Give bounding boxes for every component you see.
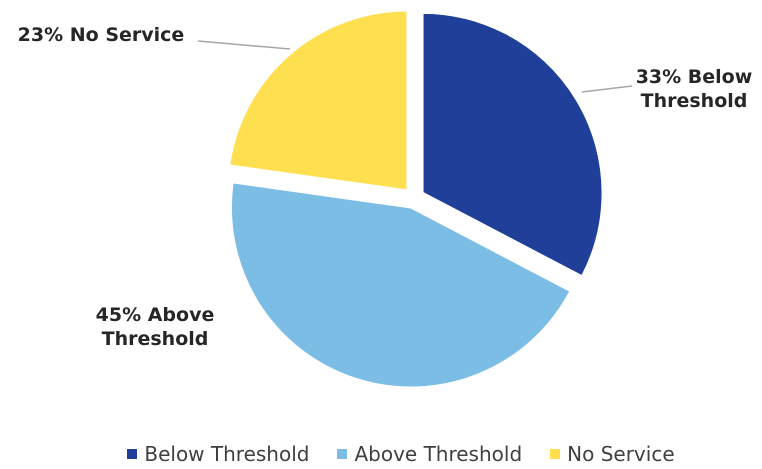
legend-swatch-no-service: [550, 449, 561, 459]
data-label-line: Threshold: [641, 90, 748, 112]
legend-swatch-below-threshold: [127, 449, 138, 459]
legend-item-below-threshold: Below Threshold: [127, 442, 309, 466]
data-label-above-threshold: 45% Above Threshold: [96, 304, 215, 350]
data-label-line: 45% Above: [96, 304, 215, 326]
legend-label-below-threshold: Below Threshold: [144, 442, 310, 466]
leader-line-below-threshold: [581, 85, 633, 93]
legend-item-above-threshold: Above Threshold: [337, 442, 522, 466]
legend-label-no-service: No Service: [567, 442, 675, 466]
data-label-below-threshold: 33% Below Threshold: [636, 66, 753, 112]
data-label-line: Threshold: [102, 328, 209, 350]
legend-swatch-above-threshold: [337, 449, 348, 459]
pie-slice-below-threshold: [421, 11, 604, 278]
data-label-line: 23% No Service: [18, 24, 185, 46]
pie-slice-above-threshold: [229, 181, 572, 389]
data-label-no-service: 23% No Service: [18, 24, 185, 46]
data-label-line: 33% Below: [636, 66, 753, 88]
legend-label-above-threshold: Above Threshold: [354, 442, 523, 466]
chart-legend: Below Threshold Above Threshold No Servi…: [0, 439, 762, 469]
pie-slice-no-service: [228, 9, 409, 192]
legend-item-no-service: No Service: [550, 442, 675, 466]
leader-line-no-service: [197, 40, 291, 50]
